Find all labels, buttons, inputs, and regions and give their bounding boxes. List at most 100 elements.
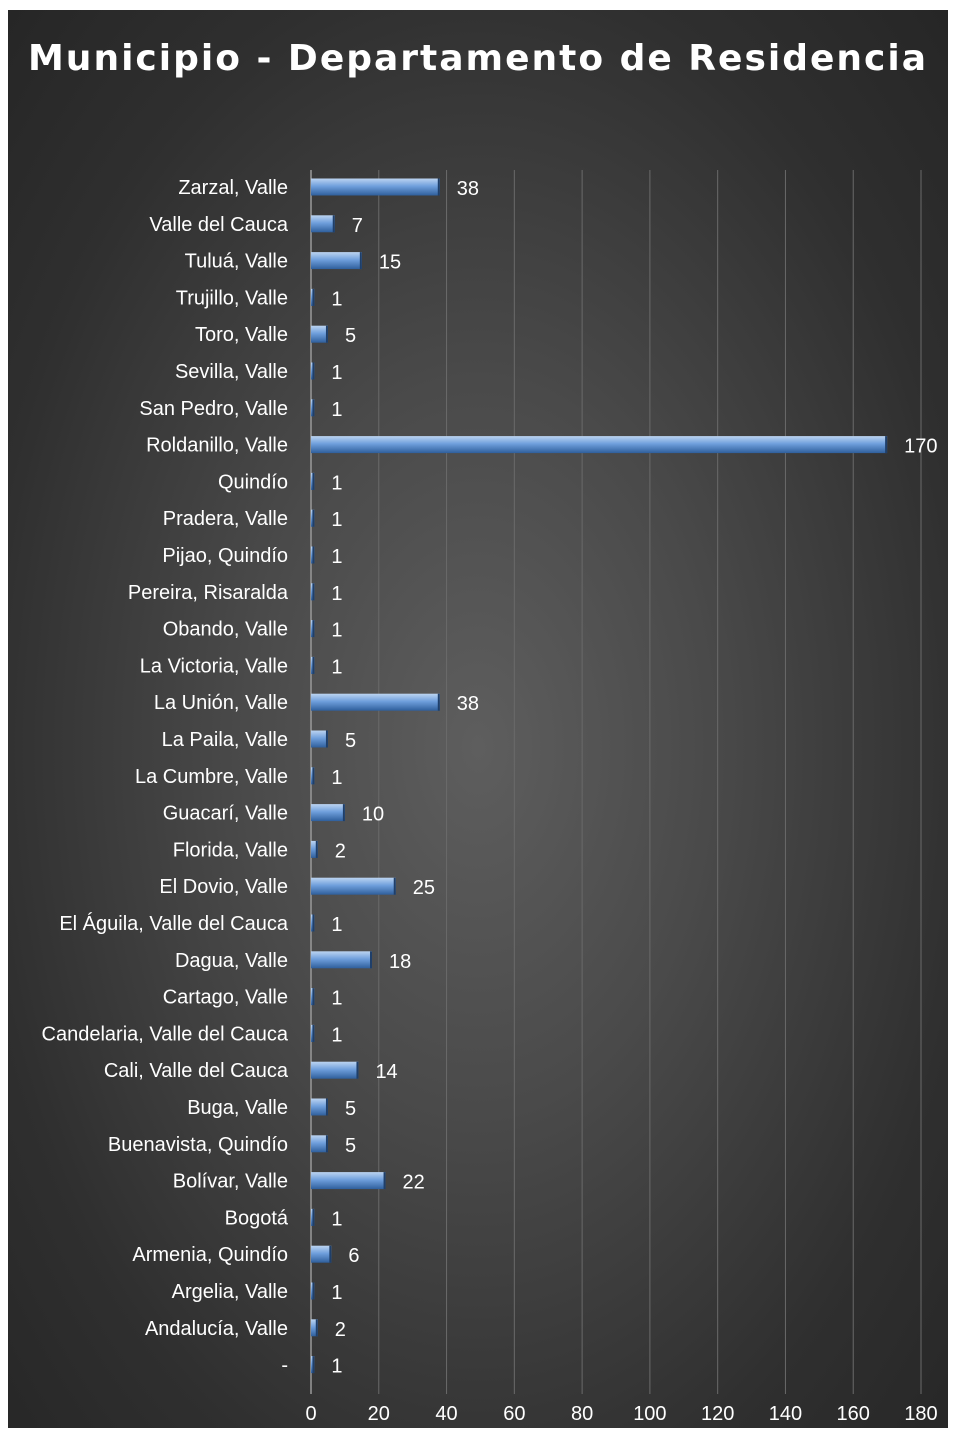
chart-frame: Municipio - Departamento de Residencia Z… bbox=[8, 10, 948, 1428]
category-label: Tuluá, Valle bbox=[185, 251, 288, 273]
data-label: 1 bbox=[331, 1282, 342, 1304]
x-tick-label: 140 bbox=[769, 1403, 802, 1425]
category-label: La Unión, Valle bbox=[154, 692, 288, 714]
data-label: 1 bbox=[331, 583, 342, 605]
bar bbox=[311, 767, 315, 785]
bar-body bbox=[311, 877, 396, 895]
data-label: 6 bbox=[348, 1245, 359, 1267]
bar bbox=[311, 804, 345, 822]
bar bbox=[311, 1282, 315, 1300]
category-label: Buga, Valle bbox=[187, 1097, 288, 1119]
category-label: Toro, Valle bbox=[195, 324, 288, 346]
data-label: 170 bbox=[904, 436, 937, 458]
bar-body bbox=[311, 951, 372, 969]
data-label: 25 bbox=[413, 877, 435, 899]
data-label: 1 bbox=[331, 620, 342, 642]
category-label: Obando, Valle bbox=[163, 619, 288, 641]
bar-edge bbox=[356, 1061, 359, 1079]
bar-body bbox=[311, 730, 328, 748]
bar bbox=[311, 1319, 318, 1337]
bar bbox=[311, 436, 888, 454]
data-label: 18 bbox=[389, 951, 411, 973]
x-tick-label: 40 bbox=[435, 1403, 457, 1425]
bar-edge bbox=[329, 1245, 332, 1263]
bar bbox=[311, 362, 315, 380]
category-label: Buenavista, Quindío bbox=[108, 1134, 288, 1156]
bar-edge bbox=[370, 951, 372, 969]
bar-edge bbox=[312, 1208, 315, 1226]
data-label: 1 bbox=[331, 914, 342, 936]
bar bbox=[311, 472, 315, 490]
gridlines bbox=[310, 170, 922, 1394]
bar-edge bbox=[312, 399, 315, 417]
bar-body bbox=[311, 325, 328, 343]
bar bbox=[311, 656, 315, 674]
category-label: Pradera, Valle bbox=[163, 508, 288, 530]
category-label: La Cumbre, Valle bbox=[135, 766, 288, 788]
bar-edge bbox=[325, 1135, 328, 1153]
bar-edge bbox=[885, 436, 888, 454]
bar bbox=[311, 1245, 332, 1263]
bar bbox=[311, 877, 396, 895]
bar bbox=[311, 583, 315, 601]
bar-edge bbox=[325, 325, 328, 343]
data-label: 1 bbox=[331, 1024, 342, 1046]
bar-body bbox=[311, 1098, 328, 1116]
bar-body bbox=[311, 1061, 359, 1079]
bar-edge bbox=[393, 877, 396, 895]
category-label: Cartago, Valle bbox=[163, 987, 288, 1009]
bar-edge bbox=[359, 252, 362, 270]
x-tick-label: 160 bbox=[837, 1403, 870, 1425]
x-tick-label: 20 bbox=[368, 1403, 390, 1425]
bar bbox=[311, 288, 315, 306]
bar bbox=[311, 1135, 328, 1153]
bar-edge bbox=[312, 914, 315, 932]
x-tick-label: 60 bbox=[503, 1403, 525, 1425]
bar-body bbox=[311, 178, 440, 196]
bar-chart: Zarzal, Valle Valle del Cauca Tuluá, Valle… bbox=[42, 170, 938, 1425]
category-label: Guacarí, Valle bbox=[163, 803, 288, 825]
bar-body bbox=[311, 693, 440, 711]
category-label: Bolívar, Valle bbox=[173, 1171, 288, 1193]
bar-body bbox=[311, 252, 362, 270]
data-label: 1 bbox=[331, 988, 342, 1010]
bar-edge bbox=[312, 1282, 315, 1300]
data-label: 1 bbox=[331, 472, 342, 494]
data-label: 5 bbox=[345, 1098, 356, 1120]
category-label: - bbox=[281, 1355, 288, 1377]
category-label: El Águila, Valle del Cauca bbox=[59, 912, 289, 935]
bar-edge bbox=[325, 1098, 328, 1116]
x-axis-ticks: 0 20 40 60 80 100 120 140 160 180 bbox=[305, 1403, 937, 1425]
category-label: Sevilla, Valle bbox=[175, 361, 288, 383]
category-label: Quindío bbox=[218, 471, 288, 493]
x-tick-label: 180 bbox=[904, 1403, 937, 1425]
bar bbox=[311, 178, 440, 196]
category-label: Valle del Cauca bbox=[149, 214, 288, 236]
data-label: 14 bbox=[375, 1061, 397, 1083]
bar-edge bbox=[312, 546, 315, 564]
bar-edge bbox=[325, 730, 328, 748]
category-label: Pereira, Risaralda bbox=[128, 582, 289, 604]
bar-edge bbox=[332, 215, 335, 233]
bar-body bbox=[311, 1135, 328, 1153]
bar-body bbox=[311, 436, 888, 454]
bar-edge bbox=[312, 288, 315, 306]
data-label: 1 bbox=[331, 288, 342, 310]
bar-body bbox=[311, 840, 318, 858]
bar-edge bbox=[312, 767, 315, 785]
category-label: Florida, Valle bbox=[173, 839, 288, 861]
bar-edge bbox=[342, 804, 345, 822]
bars bbox=[311, 178, 888, 1374]
bar bbox=[311, 1098, 328, 1116]
x-tick-label: 120 bbox=[701, 1403, 734, 1425]
category-label: Armenia, Quindío bbox=[132, 1244, 288, 1266]
bar bbox=[311, 693, 440, 711]
chart-title: Municipio - Departamento de Residencia bbox=[27, 38, 928, 79]
bar bbox=[311, 620, 315, 638]
bar bbox=[311, 1024, 315, 1042]
bar-edge bbox=[312, 620, 315, 638]
bar bbox=[311, 1208, 315, 1226]
bar-body bbox=[311, 215, 335, 233]
bar-edge bbox=[315, 840, 318, 858]
bar bbox=[311, 914, 315, 932]
